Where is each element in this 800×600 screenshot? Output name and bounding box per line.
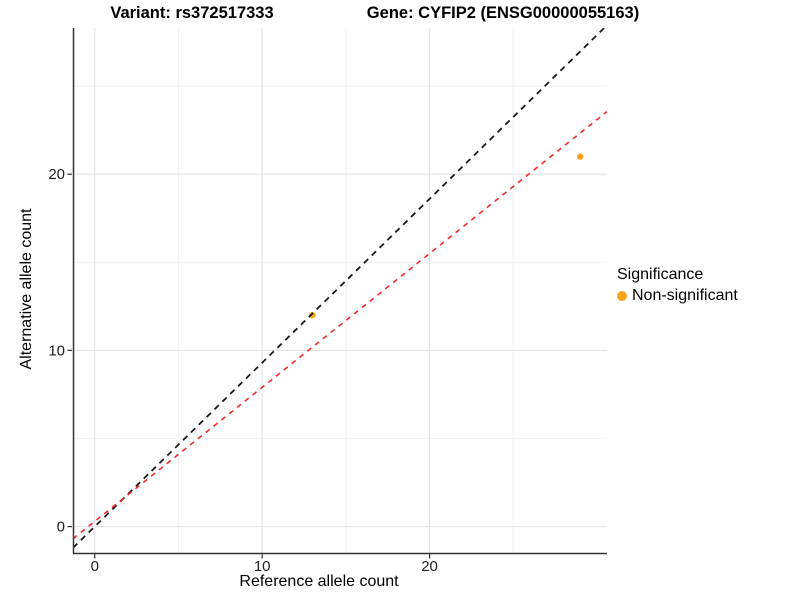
legend-item-label: Non-significant xyxy=(632,287,738,304)
legend-item: Non-significant xyxy=(617,287,738,305)
x-tick-label: 10 xyxy=(254,558,271,575)
y-tick-label: 0 xyxy=(57,519,65,536)
y-axis-title: Alternative allele count xyxy=(18,208,35,370)
x-tick-label: 0 xyxy=(91,558,99,575)
reference-dashed-line xyxy=(73,28,606,549)
x-tick-label: 20 xyxy=(421,558,438,575)
fit-dashed-line xyxy=(73,110,607,540)
gene-title: Gene: CYFIP2 (ENSG00000055163) xyxy=(366,4,640,22)
data-point xyxy=(577,153,584,160)
x-axis-title: Reference allele count xyxy=(239,573,399,590)
legend-title: Significance xyxy=(617,266,704,283)
legend-point-icon xyxy=(617,291,627,301)
legend: Significance Non-significant xyxy=(617,266,738,305)
y-tick-label: 20 xyxy=(48,166,65,183)
variant-title: Variant: rs372517333 xyxy=(110,4,274,22)
data-point xyxy=(309,311,316,319)
y-tick-label: 10 xyxy=(48,342,65,359)
